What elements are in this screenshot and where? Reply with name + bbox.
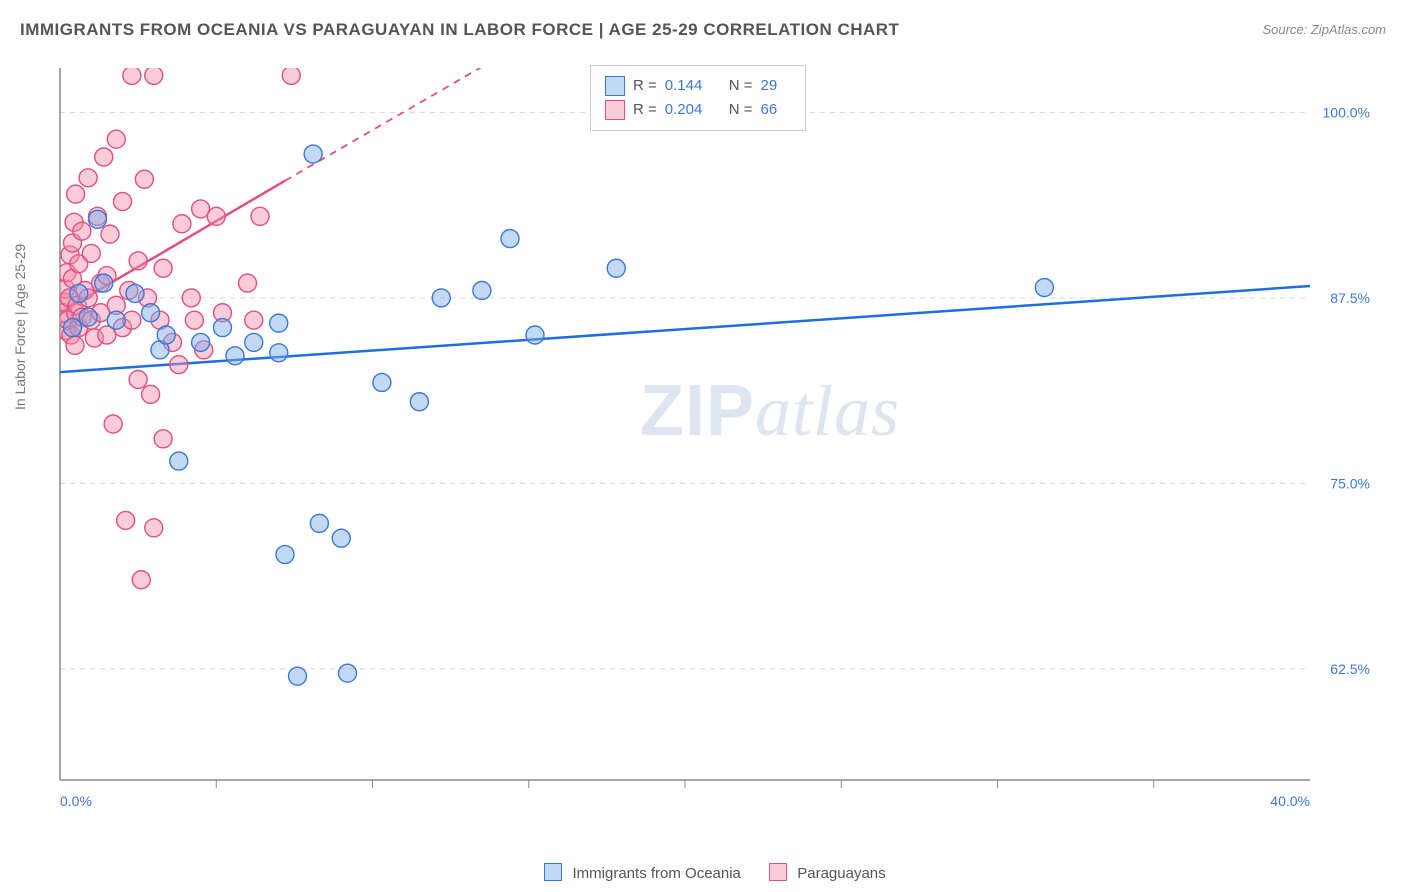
legend-label-b: Paraguayans: [797, 865, 885, 882]
r-value-a: 0.144: [665, 74, 721, 98]
bottom-legend: Immigrants from Oceania Paraguayans: [0, 863, 1406, 882]
swatch-series-b: [605, 100, 625, 120]
source-attribution: Source: ZipAtlas.com: [1262, 22, 1386, 37]
n-value-b: 66: [761, 98, 791, 122]
svg-text:0.0%: 0.0%: [60, 793, 92, 809]
svg-text:100.0%: 100.0%: [1323, 105, 1370, 121]
chart-title: IMMIGRANTS FROM OCEANIA VS PARAGUAYAN IN…: [20, 20, 899, 40]
swatch-series-a: [544, 863, 562, 881]
r-label: R =: [633, 98, 657, 122]
correlation-row-a: R = 0.144 N = 29: [605, 74, 791, 98]
swatch-series-b: [769, 863, 787, 881]
correlation-row-b: R = 0.204 N = 66: [605, 98, 791, 122]
svg-text:40.0%: 40.0%: [1270, 793, 1310, 809]
correlation-legend-box: R = 0.144 N = 29 R = 0.204 N = 66: [590, 65, 806, 131]
r-value-b: 0.204: [665, 98, 721, 122]
n-value-a: 29: [761, 74, 791, 98]
r-label: R =: [633, 74, 657, 98]
svg-text:62.5%: 62.5%: [1330, 661, 1370, 677]
svg-text:75.0%: 75.0%: [1330, 475, 1370, 491]
y-axis-label: In Labor Force | Age 25-29: [12, 244, 28, 410]
n-label: N =: [729, 98, 753, 122]
chart-svg: 62.5% 75.0% 87.5% 100.0% 0.0% 40.0%: [50, 60, 1380, 830]
chart-plot-area: 62.5% 75.0% 87.5% 100.0% 0.0% 40.0%: [50, 60, 1380, 830]
svg-text:87.5%: 87.5%: [1330, 290, 1370, 306]
n-label: N =: [729, 74, 753, 98]
swatch-series-a: [605, 76, 625, 96]
legend-label-a: Immigrants from Oceania: [573, 865, 741, 882]
